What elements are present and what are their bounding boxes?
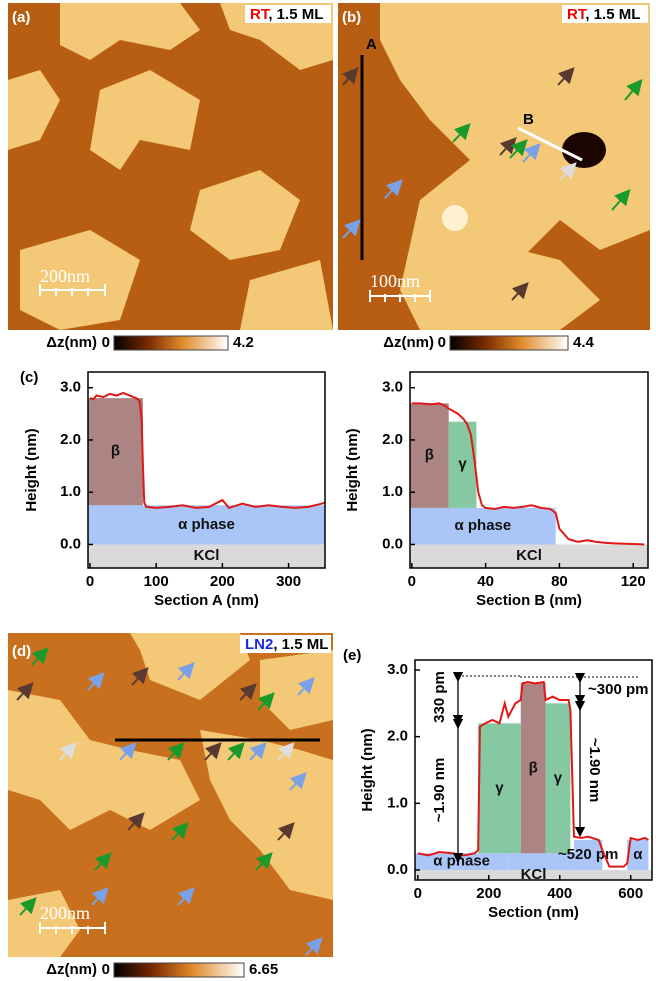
region xyxy=(520,683,546,854)
region xyxy=(88,505,325,545)
colorbar-max: 4.2 xyxy=(233,334,254,351)
region-label: ~520 pm xyxy=(558,846,618,863)
coverage: , 1.5 ML xyxy=(273,636,328,653)
x-tick-label: 40 xyxy=(477,573,494,590)
plot-frame xyxy=(414,659,653,881)
coverage: , 1.5 ML xyxy=(585,6,640,23)
y-axis-label: Height (nm) xyxy=(23,428,40,511)
panel-label: (e) xyxy=(343,647,361,664)
colorbar-min: 0 xyxy=(102,961,110,978)
region xyxy=(478,723,521,854)
region-label: β xyxy=(111,443,120,460)
annotation: ~300 pm xyxy=(588,681,648,698)
region-label: α phase xyxy=(178,516,235,533)
y-tick-label: 1.0 xyxy=(387,794,408,811)
region-label: β xyxy=(425,447,434,464)
y-tick-label: 1.0 xyxy=(60,483,81,500)
region xyxy=(627,840,649,870)
condition: RT xyxy=(567,6,587,23)
colorbar-min: 0 xyxy=(102,334,110,351)
x-tick-label: 100 xyxy=(144,573,169,590)
x-axis-label: Section (nm) xyxy=(488,904,579,921)
stm-image-d: (d) LN2, 1.5 ML 200nm Δz(nm) 0 6.65 xyxy=(8,633,333,978)
scale-bar: 200nm xyxy=(40,903,90,923)
x-tick-label: 600 xyxy=(618,885,643,902)
colorbar-label: Δz(nm) xyxy=(46,334,97,351)
profile-line xyxy=(89,391,326,510)
x-tick-label: 0 xyxy=(414,885,422,902)
section-line-label: B xyxy=(523,111,534,128)
panel-label: (d) xyxy=(12,643,31,660)
panel-label: (a) xyxy=(12,9,30,26)
y-tick-label: 1.0 xyxy=(382,483,403,500)
condition: LN2 xyxy=(245,636,273,653)
profile-line xyxy=(411,402,645,546)
region xyxy=(415,870,652,880)
y-axis-label: Height (nm) xyxy=(359,728,376,811)
region xyxy=(545,703,571,854)
annotations: 330 pm ~1.90 nm ~300 pm ~1.90 nm xyxy=(431,671,648,864)
region xyxy=(88,398,143,506)
region xyxy=(410,507,556,545)
y-tick-label: 3.0 xyxy=(60,379,81,396)
x-tick-label: 0 xyxy=(86,573,94,590)
region-label: γ xyxy=(554,769,563,786)
region-label: KCl xyxy=(194,547,220,564)
stm-image-a: (a) RT, 1.5 ML 200nm Δz(nm) 0 4.2 xyxy=(8,3,333,351)
colorbar-max: 4.4 xyxy=(573,334,595,351)
scale-bar: 100nm xyxy=(370,271,420,291)
y-tick-label: 0.0 xyxy=(382,535,403,552)
condition: RT xyxy=(250,6,270,23)
x-axis-label: Section A (nm) xyxy=(154,592,259,609)
y-tick-label: 2.0 xyxy=(60,431,81,448)
region-label: α phase xyxy=(455,517,512,534)
y-tick-label: 0.0 xyxy=(60,535,81,552)
plot-frame xyxy=(87,371,326,569)
section-line-label: A xyxy=(366,36,377,53)
y-tick-label: 3.0 xyxy=(387,661,408,678)
panel-label: (b) xyxy=(342,9,361,26)
colorbar-min: 0 xyxy=(438,334,446,351)
annotation: ~1.90 nm xyxy=(586,738,603,803)
panel-label: (c) xyxy=(20,369,38,386)
condition-label: RT, 1.5 ML xyxy=(567,6,640,23)
region-label: γ xyxy=(458,456,467,473)
condition-label: LN2, 1.5 ML xyxy=(245,636,328,653)
region-label: KCl xyxy=(521,866,547,883)
x-axis-label: Section B (nm) xyxy=(476,592,582,609)
region-label: KCl xyxy=(516,547,542,564)
x-tick-label: 120 xyxy=(621,573,646,590)
region xyxy=(410,403,449,508)
colorbar-label: Δz(nm) xyxy=(46,961,97,978)
region xyxy=(573,840,603,870)
stm-image-b: A B (b) RT, 1.5 ML 100nm Δz(nm) 0 4.4 xyxy=(338,3,650,351)
colorbar-max: 6.65 xyxy=(249,961,278,978)
x-tick-label: 200 xyxy=(210,573,235,590)
y-tick-label: 3.0 xyxy=(382,379,403,396)
scale-bar: 200nm xyxy=(40,266,90,286)
region xyxy=(508,853,574,870)
x-tick-label: 80 xyxy=(551,573,568,590)
annotation: 330 pm xyxy=(431,671,448,723)
annotation: ~1.90 nm xyxy=(431,758,448,823)
region-label: α xyxy=(633,846,643,863)
plot-frame xyxy=(409,371,649,569)
x-tick-label: 200 xyxy=(476,885,501,902)
profile-line xyxy=(417,680,649,868)
condition-label: RT, 1.5 ML xyxy=(250,6,323,23)
y-tick-label: 0.0 xyxy=(387,861,408,878)
y-tick-label: 2.0 xyxy=(387,728,408,745)
x-tick-label: 400 xyxy=(547,885,572,902)
x-tick-label: 300 xyxy=(276,573,301,590)
region xyxy=(88,544,325,568)
region-label: γ xyxy=(495,779,504,796)
coverage: , 1.5 ML xyxy=(268,6,323,23)
y-tick-label: 2.0 xyxy=(382,431,403,448)
x-tick-label: 0 xyxy=(408,573,416,590)
colorbar-label: Δz(nm) xyxy=(383,334,434,351)
region xyxy=(410,544,648,568)
region-label: β xyxy=(529,759,538,776)
y-axis-label: Height (nm) xyxy=(344,428,361,511)
